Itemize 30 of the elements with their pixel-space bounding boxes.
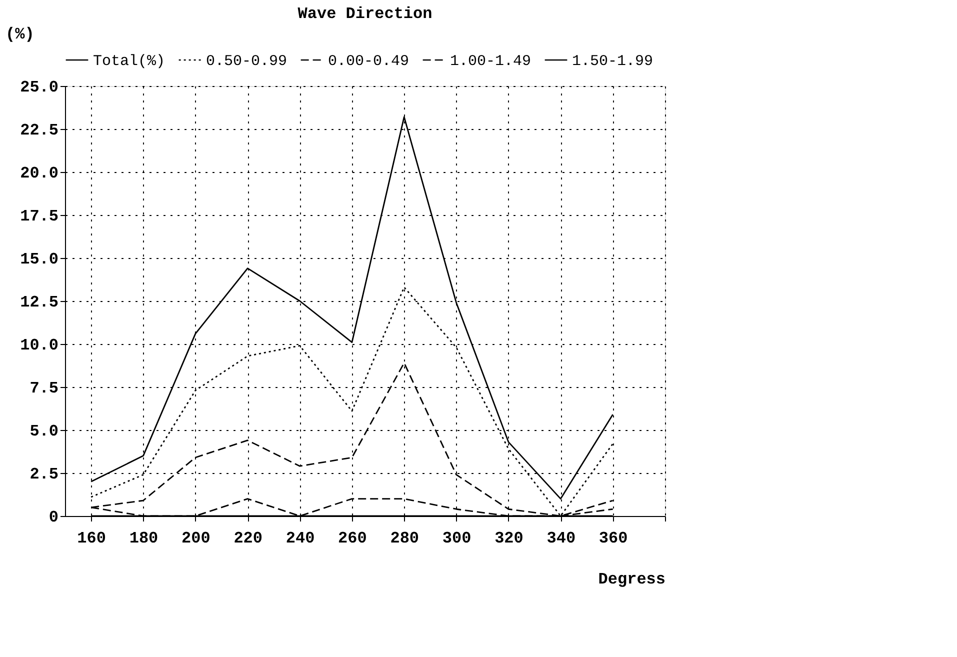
x-tick-label: 200 — [182, 530, 210, 548]
y-tick-label: 0 — [48, 508, 58, 526]
chart-title: Wave Direction — [298, 5, 432, 23]
y-tick-label: 12.5 — [20, 294, 58, 312]
x-tick-label: 240 — [286, 530, 315, 548]
x-axis-title: Degress — [598, 570, 666, 588]
y-tick-label: 20.0 — [20, 164, 58, 182]
y-tick-label: 5.0 — [30, 422, 58, 440]
x-tick-label: 280 — [390, 530, 420, 548]
y-tick-label: 2.5 — [30, 466, 58, 484]
x-tick-label: 320 — [494, 530, 524, 548]
y-tick-label: 15.0 — [20, 250, 58, 268]
legend-label: 1.50-1.99 — [572, 53, 654, 70]
y-tick-label: 22.5 — [20, 122, 58, 140]
x-tick-label: 300 — [442, 530, 472, 548]
x-tick-label: 180 — [129, 530, 158, 548]
legend-label: 1.00-1.49 — [450, 53, 532, 70]
legend-label: 0.00-0.49 — [328, 53, 410, 70]
x-tick-label: 220 — [234, 530, 263, 548]
x-tick-label: 260 — [338, 530, 367, 548]
y-axis-title: (%) — [6, 26, 34, 44]
x-tick-label: 360 — [598, 530, 628, 548]
legend-label: Total(%) — [93, 53, 166, 70]
x-tick-label: 160 — [77, 530, 106, 548]
y-tick-label: 10.0 — [20, 336, 58, 354]
y-tick-label: 25.0 — [20, 78, 58, 96]
legend-label: 0.50-0.99 — [206, 53, 288, 70]
y-tick-label: 17.5 — [20, 208, 58, 226]
y-tick-label: 7.5 — [30, 380, 58, 398]
x-tick-label: 340 — [546, 530, 576, 548]
